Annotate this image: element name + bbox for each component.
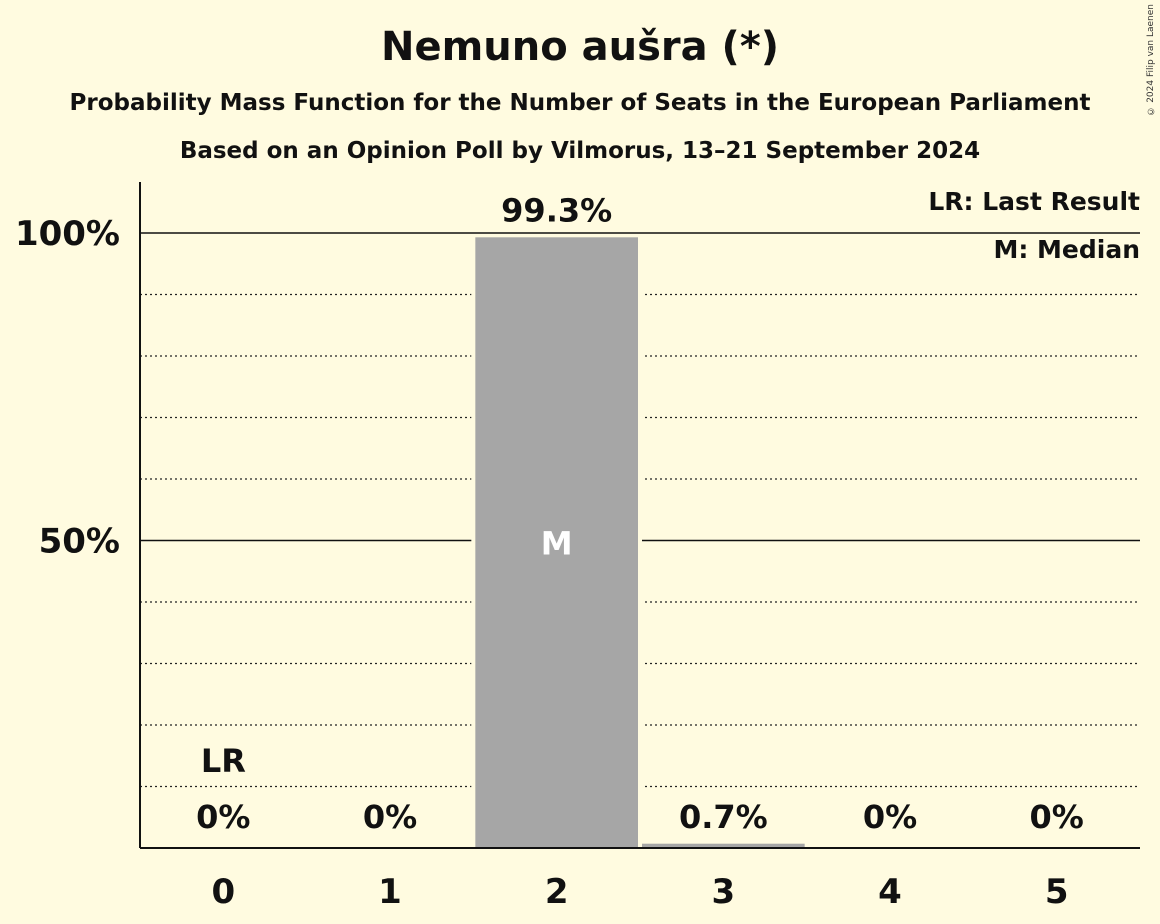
bar-value-label: 0% [196, 798, 250, 836]
bar [475, 237, 638, 848]
last-result-marker: LR [201, 742, 246, 780]
chart-title: Nemuno aušra (*) [380, 24, 780, 70]
bar [642, 843, 805, 848]
y-tick-label: 100% [15, 214, 120, 254]
x-tick-label: 1 [378, 872, 402, 912]
chart-subtitle: Probability Mass Function for the Number… [69, 90, 1091, 116]
x-tick-label: 0 [211, 872, 235, 912]
y-tick-label: 50% [39, 522, 120, 562]
bar-value-label: 0% [863, 798, 917, 836]
x-tick-label: 3 [711, 872, 735, 912]
chart-source: Based on an Opinion Poll by Vilmorus, 13… [179, 138, 981, 164]
legend-entry: M: Median [993, 235, 1140, 264]
median-marker: M [541, 525, 573, 563]
bar-value-label: 0% [363, 798, 417, 836]
x-tick-label: 2 [545, 872, 569, 912]
bar-value-label: 0.7% [679, 798, 768, 836]
x-tick-label: 5 [1045, 872, 1069, 912]
bar-value-label: 99.3% [501, 191, 612, 229]
x-tick-label: 4 [878, 872, 902, 912]
bar-value-label: 0% [1030, 798, 1084, 836]
legend-entry: LR: Last Result [928, 187, 1140, 216]
